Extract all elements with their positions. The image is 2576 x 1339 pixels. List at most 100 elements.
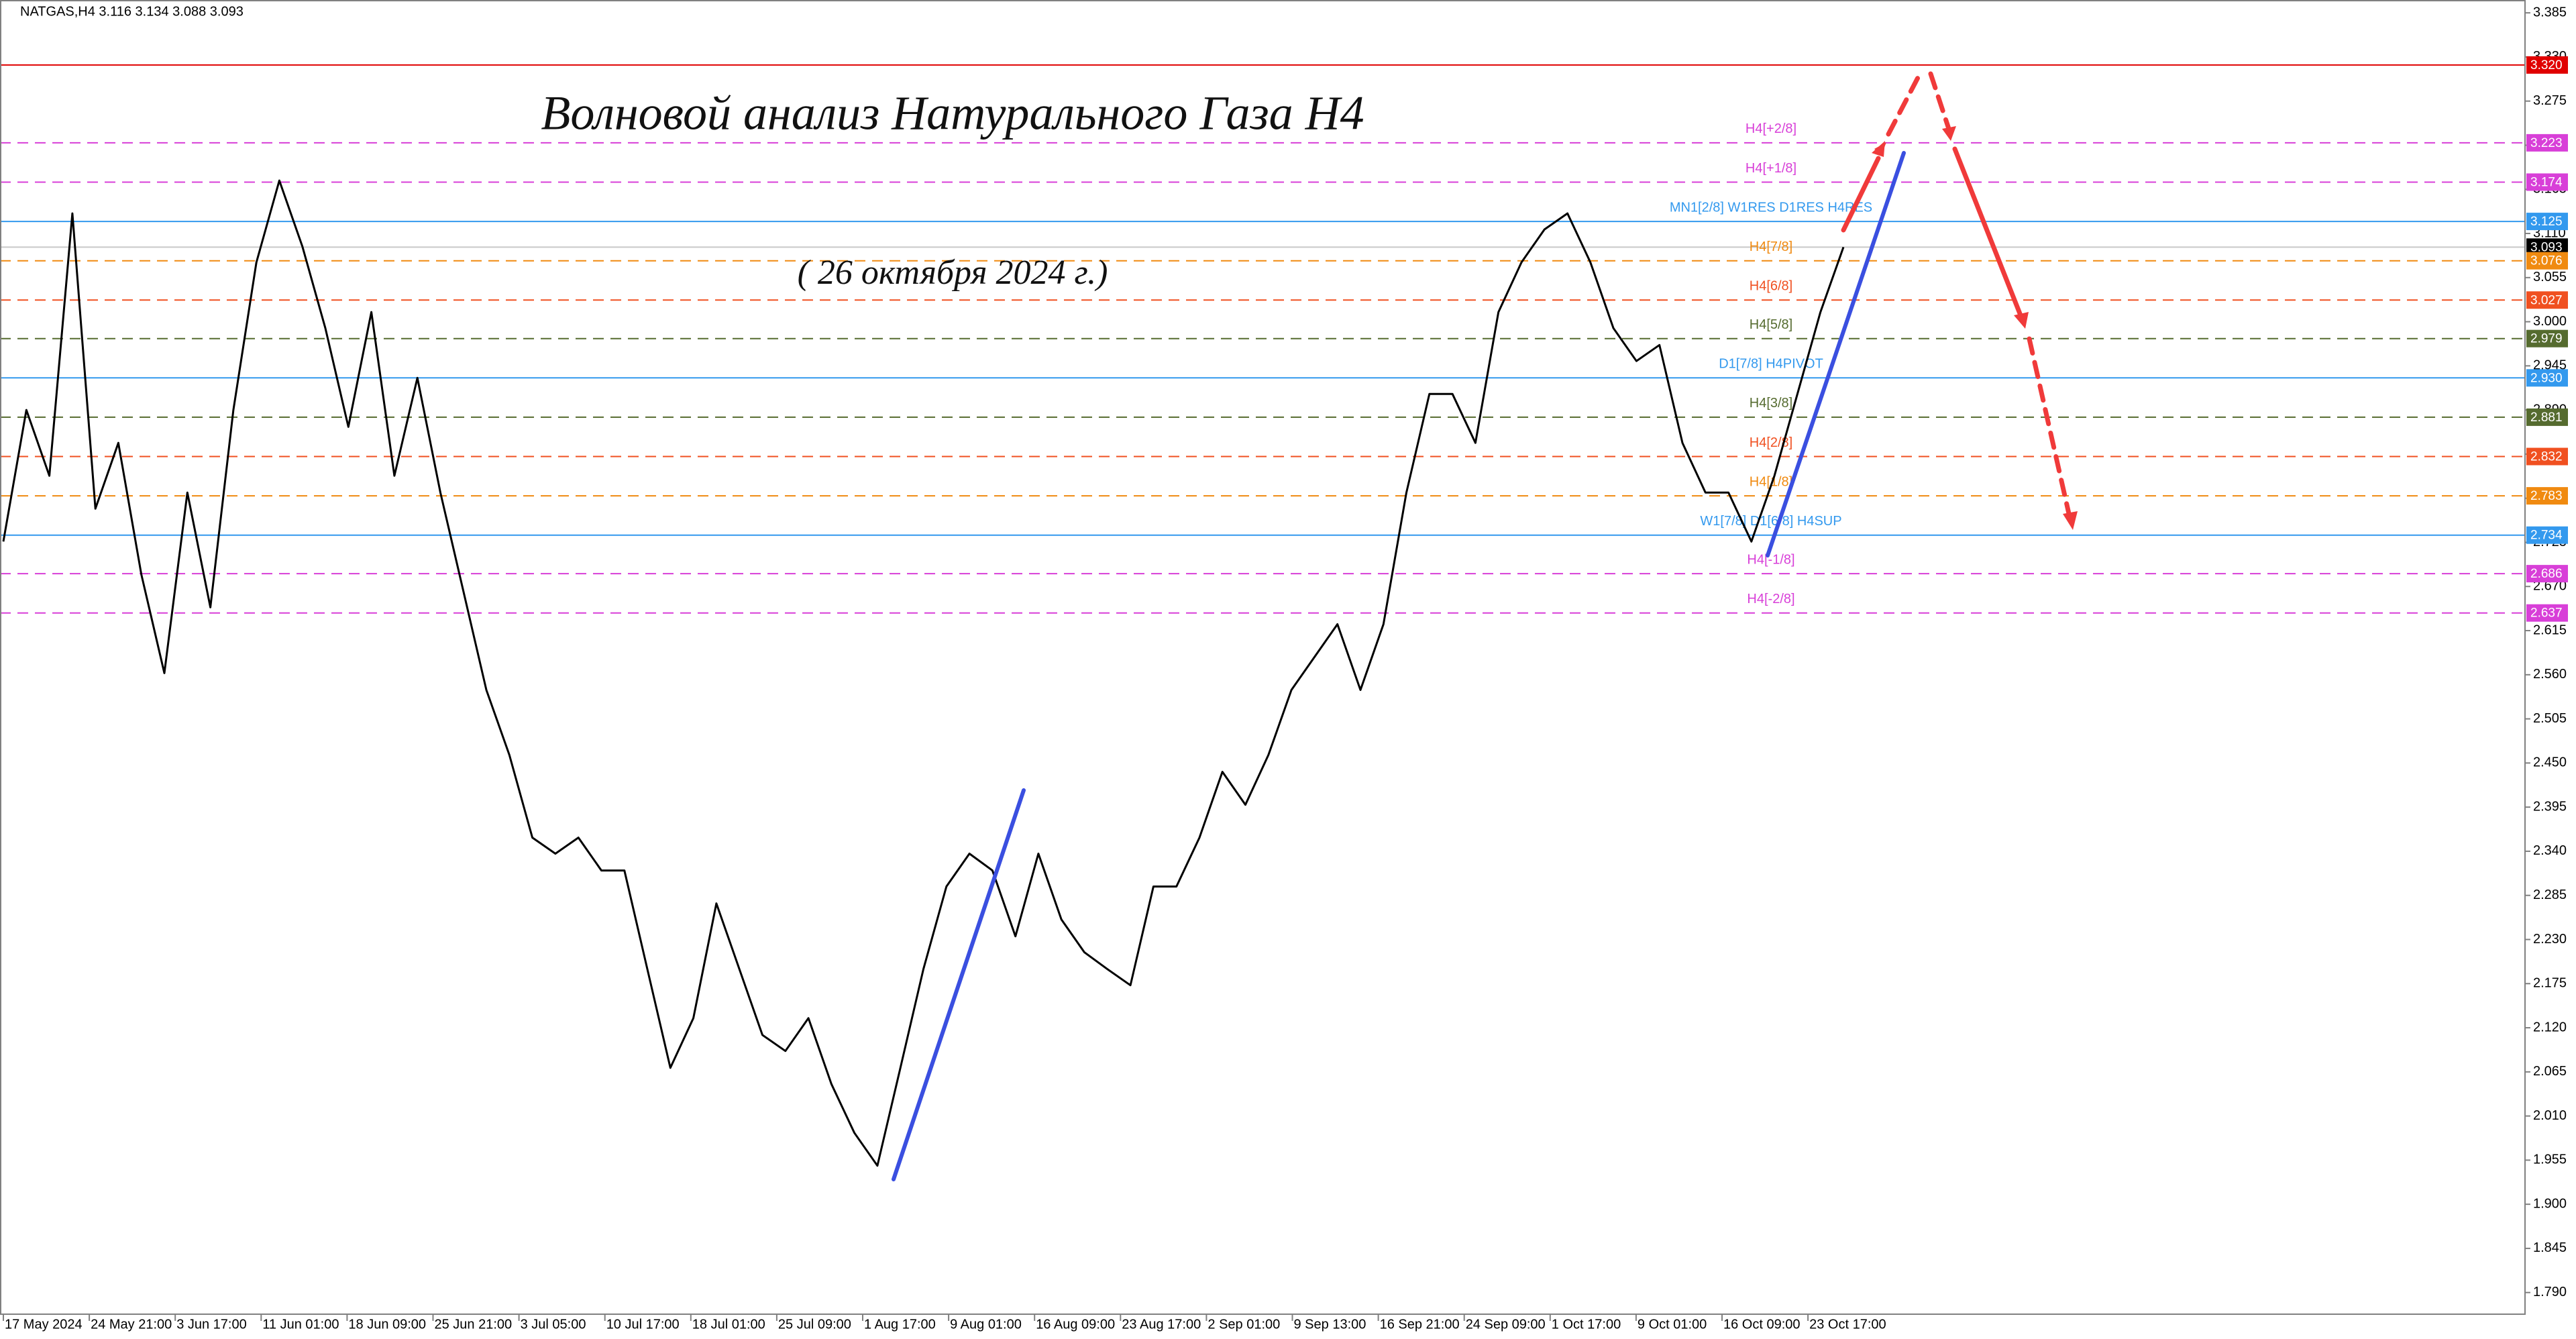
level-name: H4[6/8] <box>1750 279 1792 294</box>
level-price-label: 2.979 <box>2530 332 2563 346</box>
x-tick-label: 23 Oct 17:00 <box>1809 1317 1886 1332</box>
x-tick-label: 24 May 21:00 <box>91 1317 172 1332</box>
forecast-arrow <box>1952 146 2023 318</box>
x-tick-label: 1 Aug 17:00 <box>864 1317 936 1332</box>
trend-line <box>1766 151 1906 557</box>
y-tick-label: 3.055 <box>2533 270 2567 284</box>
y-tick-label: 2.945 <box>2533 358 2567 373</box>
x-tick-label: 16 Sep 21:00 <box>1380 1317 1460 1332</box>
y-tick-label: 1.790 <box>2533 1285 2567 1299</box>
level-name: H4[-2/8] <box>1747 592 1794 606</box>
level-price-label: 3.174 <box>2530 176 2563 190</box>
level-price-box <box>2526 213 2568 231</box>
level-price-box <box>2526 173 2568 191</box>
level-price-label: 2.734 <box>2530 529 2563 543</box>
x-tick-label: 24 Sep 09:00 <box>1466 1317 1546 1332</box>
x-tick-label: 10 Jul 17:00 <box>606 1317 680 1332</box>
level-price-label: 3.223 <box>2530 136 2563 150</box>
level-price-label: 3.125 <box>2530 215 2563 229</box>
level-price-label: 2.930 <box>2530 371 2563 385</box>
arrow-head <box>1872 141 1885 157</box>
level-price-box <box>2526 252 2568 270</box>
level-price-label: 3.076 <box>2530 254 2563 268</box>
level-price-box <box>2526 526 2568 544</box>
level-price-label: 2.783 <box>2530 489 2563 503</box>
level-price-label: 2.881 <box>2530 411 2563 425</box>
y-tick-label: 2.450 <box>2533 755 2567 770</box>
level-price-box <box>2526 487 2568 505</box>
x-tick-label: 9 Sep 13:00 <box>1294 1317 1366 1332</box>
chart-title: Волновой анализ Натурального Газа H4 <box>541 87 1364 140</box>
level-price-label: 2.832 <box>2530 450 2563 464</box>
level-name: H4[+2/8] <box>1746 121 1796 136</box>
level-price-box <box>2526 447 2568 466</box>
level-name: H4[7/8] <box>1750 239 1792 254</box>
level-name: MN1[2/8] W1RES D1RES H4RES <box>1670 200 1872 215</box>
level-price-box <box>2526 408 2568 426</box>
arrow-head <box>1942 126 1956 141</box>
axes: 3.3853.3303.2753.2203.1653.1103.0553.000… <box>3 5 2567 1332</box>
level-name: H4[-1/8] <box>1747 552 1794 567</box>
level-price-label: 3.027 <box>2530 293 2563 307</box>
y-tick-label: 1.845 <box>2533 1240 2567 1255</box>
x-tick-label: 17 May 2024 <box>5 1317 83 1332</box>
y-tick-label: 3.385 <box>2533 5 2567 19</box>
x-tick-label: 9 Aug 01:00 <box>950 1317 1022 1332</box>
level-price-box <box>2526 329 2568 347</box>
y-tick-label: 2.505 <box>2533 711 2567 726</box>
x-tick-label: 3 Jul 05:00 <box>521 1317 586 1332</box>
y-tick-label: 2.175 <box>2533 976 2567 991</box>
x-tick-label: 9 Oct 01:00 <box>1638 1317 1707 1332</box>
x-tick-label: 11 Jun 01:00 <box>262 1317 339 1332</box>
forecast-arrow <box>1841 156 1881 233</box>
y-tick-label: 2.120 <box>2533 1020 2567 1034</box>
plot-frame <box>0 0 2526 1315</box>
level-name: H4[1/8] <box>1750 474 1792 489</box>
level-price-label: 3.093 <box>2530 240 2563 254</box>
level-price-box <box>2526 291 2568 309</box>
y-tick-label: 2.230 <box>2533 932 2567 947</box>
chart-subtitle: ( 26 октября 2024 г.) <box>798 254 1108 292</box>
header: NATGAS,H4 3.116 3.134 3.088 3.093 <box>20 4 244 19</box>
x-tick-label: 2 Sep 01:00 <box>1208 1317 1280 1332</box>
forecast-arrow <box>1886 71 1923 137</box>
x-tick-label: 25 Jun 21:00 <box>435 1317 513 1332</box>
level-price-box <box>2526 56 2568 74</box>
forecast-arrow <box>2027 336 2072 519</box>
level-price-box <box>2526 565 2568 583</box>
level-name: H4[5/8] <box>1750 317 1792 332</box>
price-line <box>2 179 1845 1167</box>
x-tick-label: 25 Jul 09:00 <box>778 1317 851 1332</box>
y-tick-label: 1.900 <box>2533 1196 2567 1211</box>
y-tick-label: 2.010 <box>2533 1108 2567 1123</box>
x-tick-label: 3 Jun 17:00 <box>176 1317 247 1332</box>
level-name: H4[+1/8] <box>1746 161 1796 176</box>
y-tick-label: 3.000 <box>2533 314 2567 329</box>
y-tick-label: 2.285 <box>2533 888 2567 902</box>
level-price-label: 2.637 <box>2530 606 2563 621</box>
arrow-head <box>2014 312 2029 329</box>
level-price-label: 3.320 <box>2530 58 2563 72</box>
y-tick-label: 2.615 <box>2533 623 2567 637</box>
level-price-box <box>2526 604 2568 622</box>
x-tick-label: 16 Oct 09:00 <box>1723 1317 1801 1332</box>
x-tick-label: 23 Aug 17:00 <box>1122 1317 1201 1332</box>
x-tick-label: 16 Aug 09:00 <box>1036 1317 1115 1332</box>
y-tick-label: 2.560 <box>2533 667 2567 682</box>
x-tick-label: 18 Jun 09:00 <box>348 1317 426 1332</box>
y-tick-label: 1.955 <box>2533 1153 2567 1167</box>
x-tick-label: 1 Oct 17:00 <box>1552 1317 1621 1332</box>
level-price-box <box>2526 133 2568 152</box>
x-tick-label: 18 Jul 01:00 <box>692 1317 765 1332</box>
levels: H4[+2/8] H4[+1/8] MN1[2/8] W1RES D1RES H4R… <box>0 64 2525 614</box>
annotations <box>892 71 2078 1181</box>
y-tick-label: 2.340 <box>2533 843 2567 858</box>
level-price-label: 2.686 <box>2530 567 2563 581</box>
level-name: W1[7/8] D1[6/8] H4SUP <box>1700 514 1841 529</box>
level-name: D1[7/8] H4PIVOT <box>1719 357 1823 372</box>
series <box>2 179 1845 1167</box>
trend-line <box>892 788 1026 1181</box>
level-price-box <box>2526 369 2568 387</box>
